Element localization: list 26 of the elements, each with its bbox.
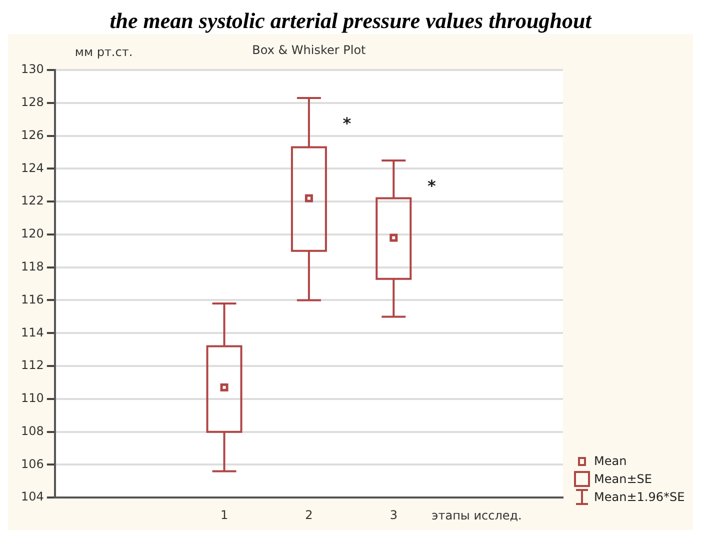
text: Mean <box>594 454 627 468</box>
x-axis-title: этапы исслед. <box>432 508 522 523</box>
y-tick-label: 128 <box>21 95 44 110</box>
y-tick-label: 126 <box>21 128 44 142</box>
x-tick-label: 3 <box>390 508 398 522</box>
y-tick-label: 118 <box>21 259 44 274</box>
y-tick-label: 124 <box>21 160 44 175</box>
y-tick-label: 114 <box>21 325 44 340</box>
text: Mean±SE <box>594 472 652 486</box>
y-tick-label: 110 <box>21 391 44 406</box>
y-tick-label: 106 <box>21 456 44 471</box>
y-tick-label: 122 <box>21 194 44 208</box>
y-tick-label: 104 <box>21 490 44 504</box>
x-tick-label: 1 <box>220 508 228 522</box>
chart-subtitle: Box & Whisker Plot <box>252 43 366 57</box>
annotation: * <box>427 176 436 196</box>
x-tick-label: 2 <box>305 508 313 522</box>
text: Mean±1.96*SE <box>594 490 685 504</box>
annotation: * <box>342 114 352 134</box>
y-tick-label: 130 <box>21 62 44 76</box>
y-tick-label: 116 <box>21 292 44 306</box>
y-tick-label: 120 <box>21 226 44 241</box>
y-tick-label: 108 <box>21 424 44 438</box>
y-tick-label: 112 <box>21 358 44 372</box>
y-axis-title: мм рт.ст. <box>74 45 133 59</box>
chart-title: the mean systolic arterial pressure values throughout <box>108 8 593 34</box>
